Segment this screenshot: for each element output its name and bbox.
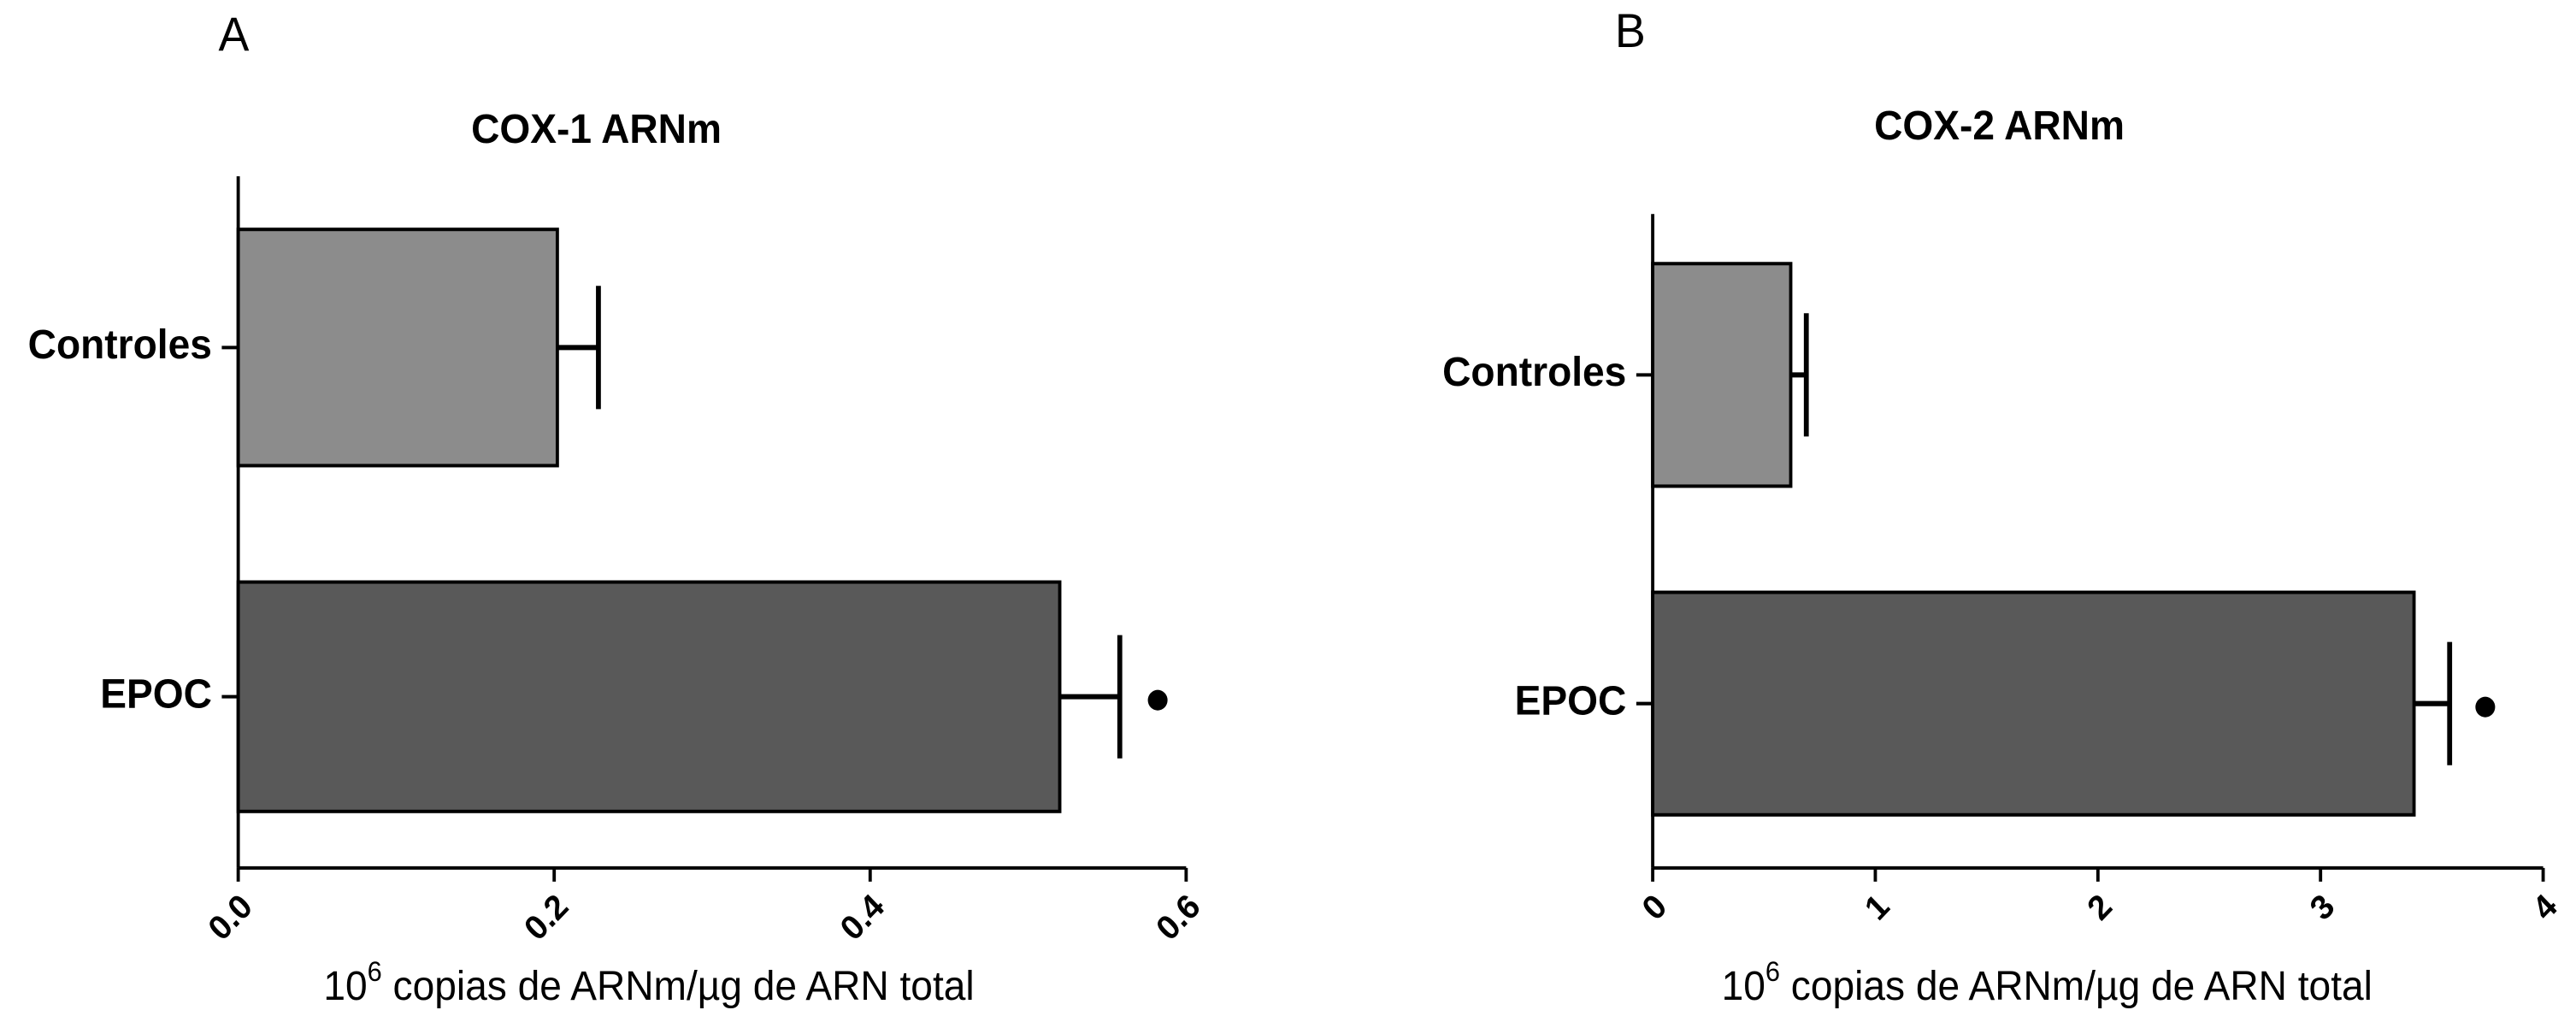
x-axis-label: 106 copias de ARNm/µg de ARN total	[323, 957, 974, 1009]
y-tick-label: Controles	[28, 321, 212, 367]
x-axis-label-part: 6	[368, 957, 382, 988]
error-bar	[1790, 313, 1809, 437]
x-tick-label: 0.6	[1149, 887, 1207, 948]
panel-letter: B	[1615, 3, 1646, 57]
error-bar	[2414, 641, 2453, 765]
x-axis-label-part: 6	[1765, 957, 1780, 988]
y-tick-label: Controles	[1442, 348, 1626, 394]
x-tick-label: 0.0	[201, 887, 259, 948]
significance-dot	[2475, 696, 2496, 718]
bar	[236, 580, 1062, 813]
bar	[1651, 590, 2416, 817]
error-bar	[557, 286, 601, 410]
bar	[1651, 262, 1793, 488]
x-axis-label-part: 10	[323, 963, 367, 1009]
error-bar	[1059, 635, 1123, 759]
chart-title: COX-2 ARNm	[1874, 102, 2125, 148]
bar	[236, 227, 559, 468]
x-tick-label: 0.4	[833, 887, 891, 948]
panel-letter: A	[219, 7, 250, 61]
x-tick-label: 0.2	[517, 887, 575, 948]
x-axis-label-part: copias de ARNm/µg de ARN total	[1780, 963, 2373, 1009]
y-tick-label: EPOC	[1515, 677, 1627, 724]
x-axis-label-part: 10	[1722, 963, 1765, 1009]
chart-title: COX-1 ARNm	[471, 105, 722, 151]
x-tick-label: 0	[1635, 887, 1674, 927]
significance-dot	[1147, 689, 1168, 711]
x-tick-label: 3	[2303, 887, 2343, 927]
x-tick-label: 2	[2080, 887, 2119, 927]
x-axis-label: 106 copias de ARNm/µg de ARN total	[1722, 957, 2373, 1009]
x-tick-label: 1	[1858, 887, 1897, 927]
y-tick-label: EPOC	[100, 671, 212, 717]
x-axis-label-part: copias de ARNm/µg de ARN total	[382, 963, 975, 1009]
x-tick-label: 4	[2526, 887, 2565, 928]
